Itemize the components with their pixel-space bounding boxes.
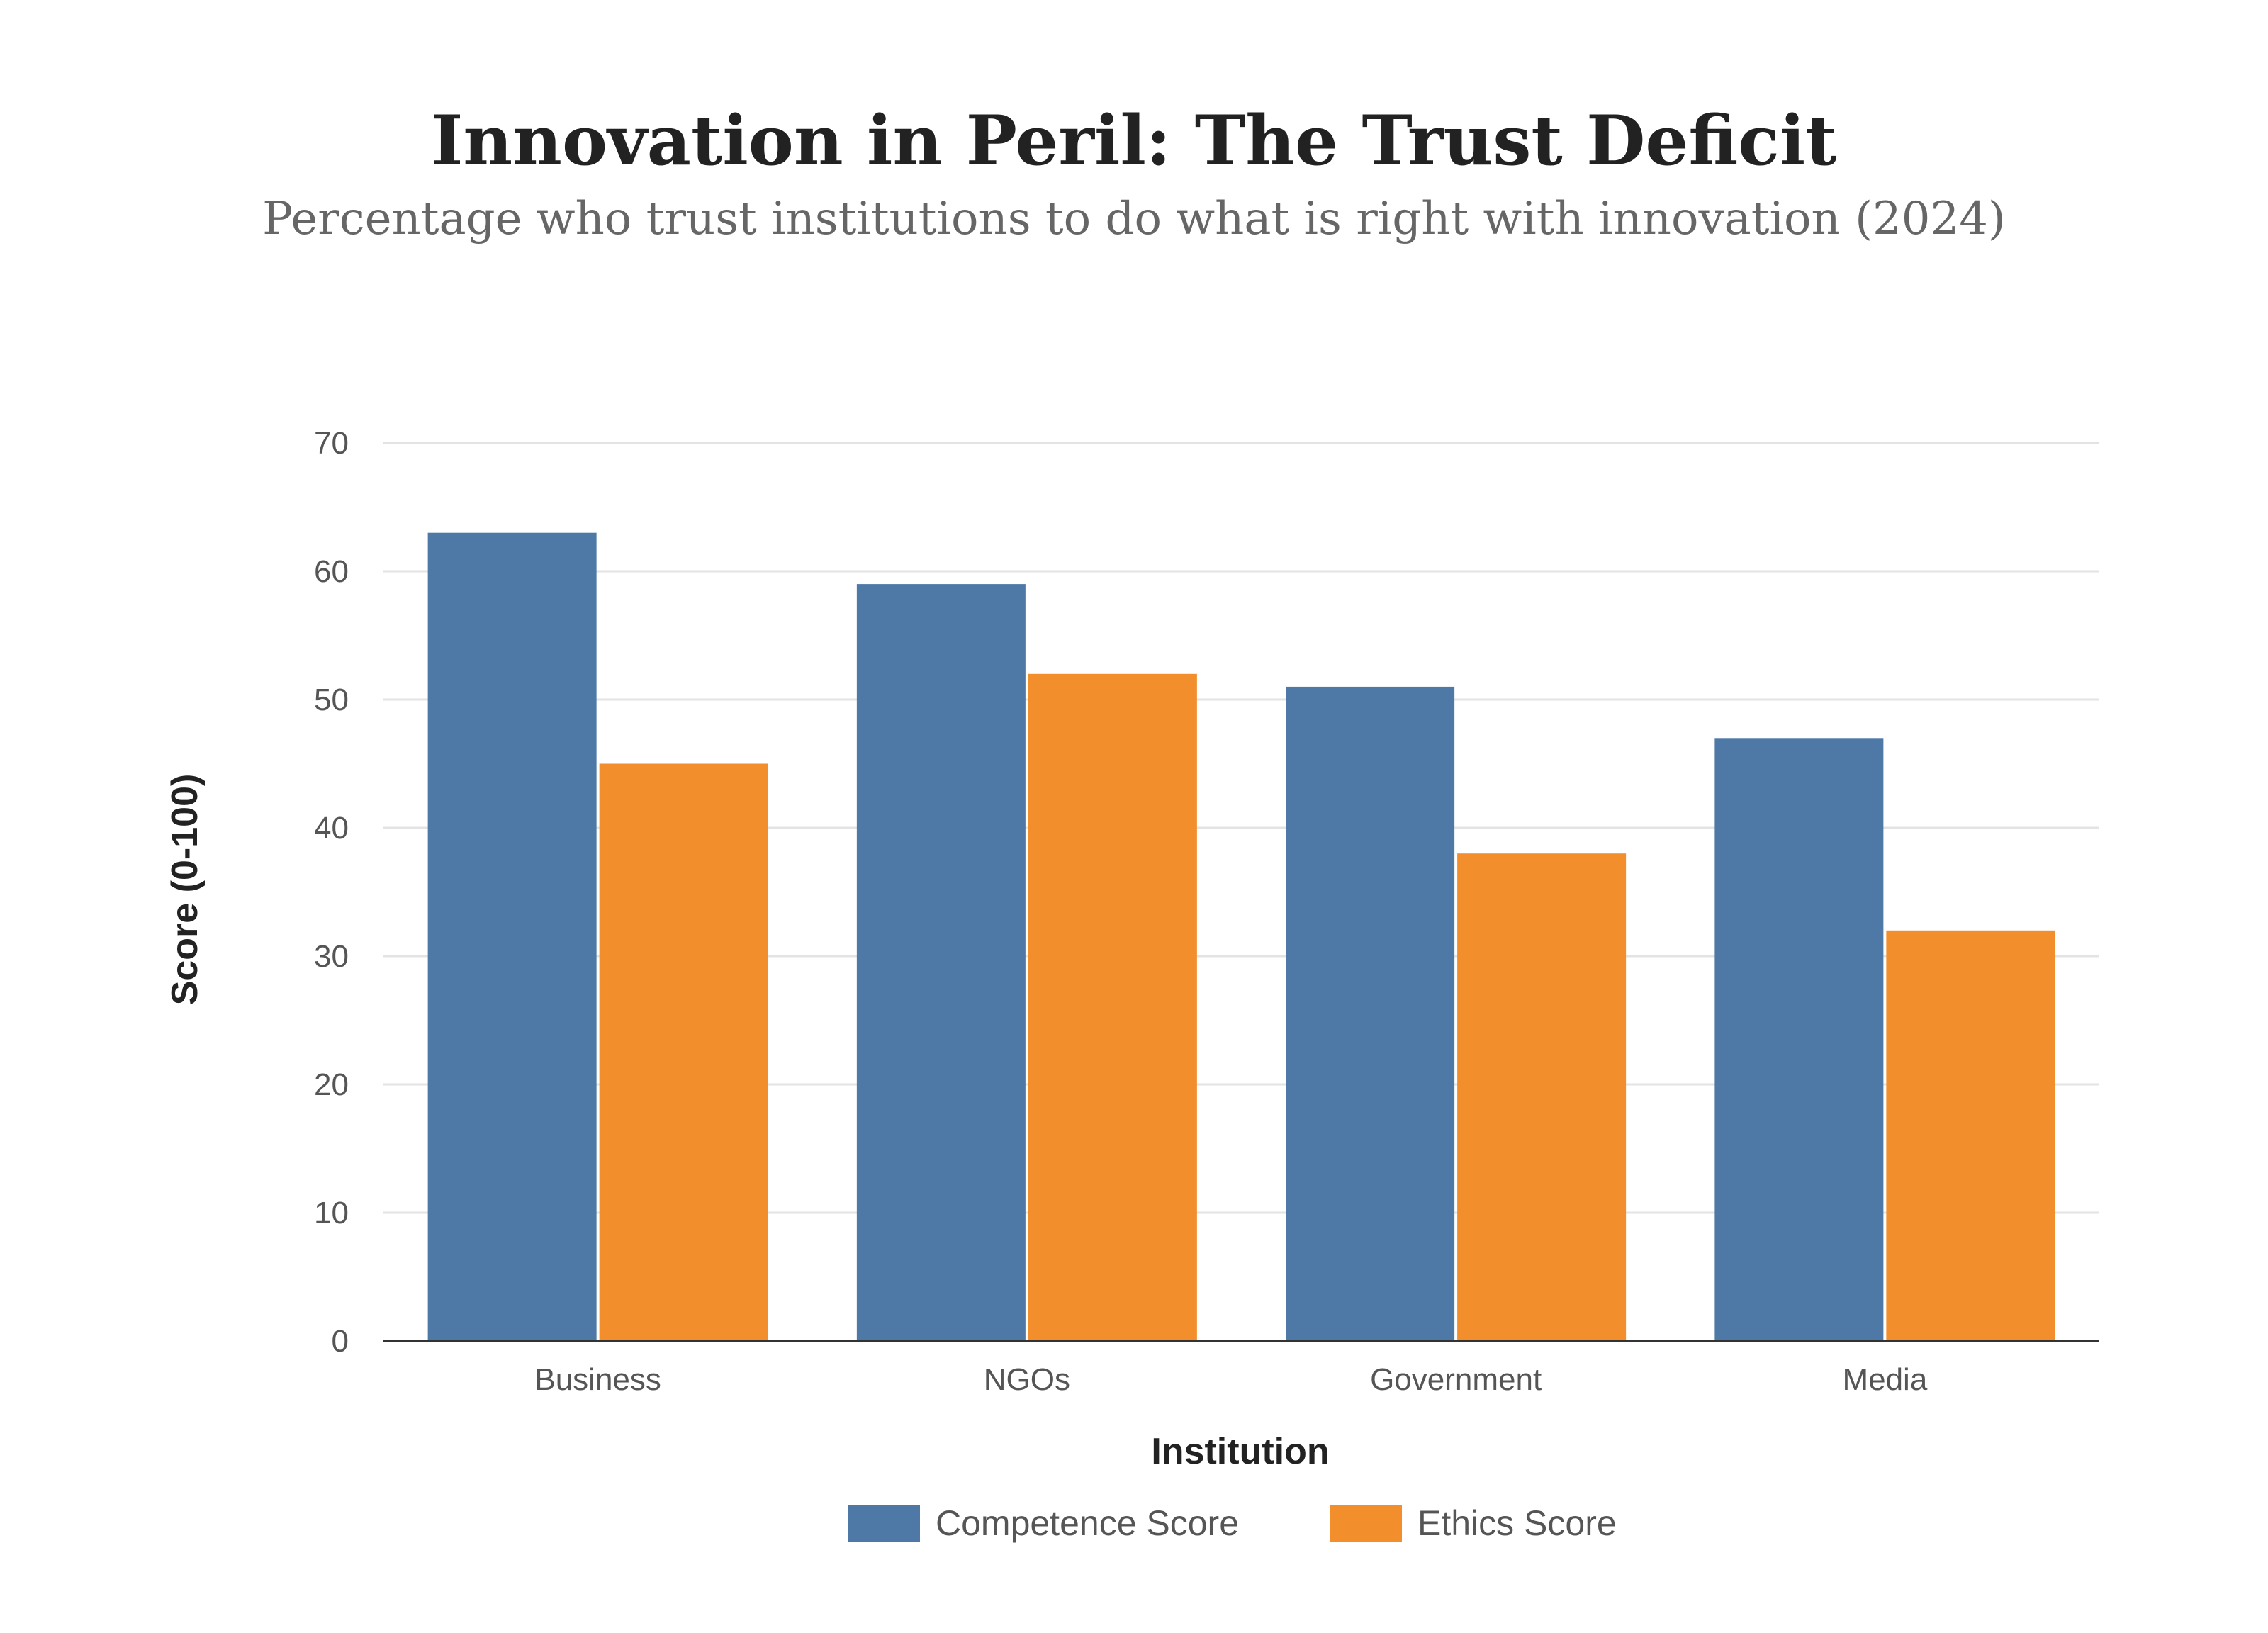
y-tick-label: 70 — [314, 426, 349, 461]
legend-label: Ethics Score — [1418, 1503, 1617, 1543]
x-tick-label: NGOs — [984, 1362, 1070, 1397]
bar-competence-score-government — [1286, 686, 1455, 1341]
y-tick-label: 10 — [314, 1196, 349, 1230]
y-tick-label: 30 — [314, 939, 349, 974]
y-tick-label: 50 — [314, 683, 349, 717]
bar-ethics-score-business — [599, 763, 768, 1341]
bar-competence-score-ngos — [856, 584, 1026, 1341]
bars — [427, 532, 2055, 1342]
bar-ethics-score-ngos — [1028, 673, 1197, 1341]
legend-swatch — [848, 1505, 920, 1542]
x-axis-title: Institution — [1151, 1431, 1329, 1472]
x-tick-label: Business — [534, 1362, 661, 1397]
y-axis-title: Score (0-100) — [164, 774, 206, 1006]
bar-ethics-score-government — [1457, 853, 1627, 1341]
chart-title: Innovation in Peril: The Trust Deficit — [431, 101, 1836, 181]
x-axis-ticks: Business NGOs Government Media — [534, 1362, 1927, 1397]
bar-ethics-score-media — [1886, 930, 2055, 1341]
chart-subtitle: Percentage who trust institutions to do … — [262, 193, 2006, 245]
y-tick-label: 20 — [314, 1067, 349, 1102]
legend: Competence Score Ethics Score — [848, 1503, 1617, 1543]
bar-competence-score-media — [1714, 738, 1884, 1341]
x-tick-label: Media — [1842, 1362, 1927, 1397]
y-tick-label: 60 — [314, 554, 349, 589]
legend-swatch — [1330, 1505, 1402, 1542]
y-tick-label: 0 — [332, 1324, 349, 1359]
x-tick-label: Government — [1370, 1362, 1542, 1397]
legend-label: Competence Score — [936, 1503, 1239, 1543]
bar-competence-score-business — [427, 532, 597, 1342]
y-axis-ticks: 0 10 20 30 40 50 60 70 — [314, 426, 349, 1359]
y-tick-label: 40 — [314, 811, 349, 846]
